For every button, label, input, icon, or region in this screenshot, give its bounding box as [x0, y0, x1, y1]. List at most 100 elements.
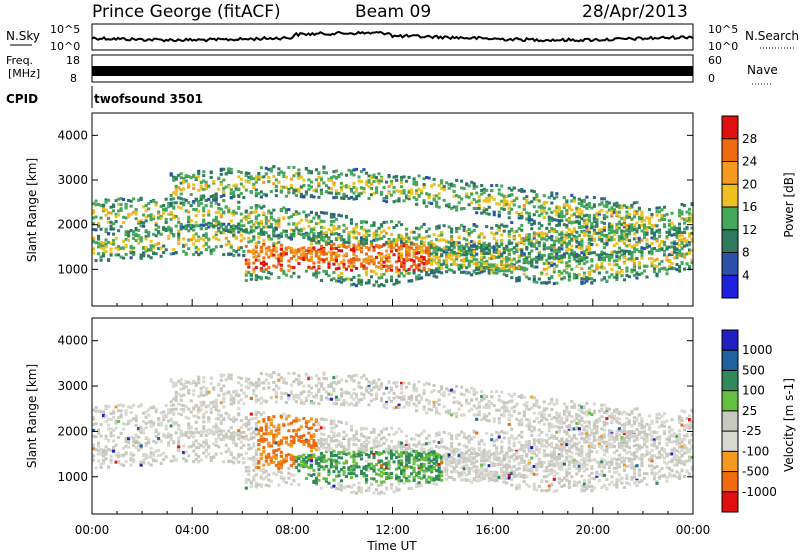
velocity-cell — [235, 442, 238, 445]
velocity-cell — [125, 460, 128, 463]
power-cell — [525, 195, 528, 198]
velocity-cell — [237, 394, 240, 397]
power-cell — [215, 245, 218, 248]
power-cell — [272, 175, 275, 178]
power-cell — [177, 233, 180, 236]
power-cell — [222, 168, 225, 171]
velocity-cell — [262, 411, 265, 414]
power-cell — [187, 210, 190, 213]
power-cell — [538, 199, 541, 202]
power-cell — [192, 187, 195, 190]
power-cell — [255, 266, 258, 269]
power-cell — [235, 212, 238, 215]
power-cell — [207, 238, 210, 241]
power-cell — [658, 235, 661, 238]
power-cell — [340, 214, 343, 217]
velocity-cell — [262, 464, 265, 467]
velocity-cell — [95, 435, 98, 438]
power-cell — [380, 180, 383, 183]
power-cell — [418, 174, 421, 177]
power-cell — [182, 237, 185, 240]
velocity-cell — [277, 373, 280, 376]
power-cell — [255, 246, 258, 249]
power-cell — [340, 188, 343, 191]
power-cell — [202, 238, 205, 241]
power-cell — [240, 219, 243, 222]
power-cell — [468, 184, 471, 187]
velocity-cell — [97, 459, 100, 462]
power-cell — [185, 243, 188, 246]
power-cell — [340, 272, 343, 275]
power-cell — [483, 236, 486, 239]
power-cell — [122, 257, 125, 260]
power-cell — [282, 172, 285, 175]
power-cell — [428, 193, 431, 196]
power-cell — [100, 259, 103, 262]
power-cell — [513, 187, 516, 190]
velocity-cell — [125, 409, 128, 412]
power-cell — [145, 219, 148, 222]
power-cell — [285, 211, 288, 214]
power-cell — [355, 267, 358, 270]
power-cell — [568, 272, 571, 275]
power-cell — [135, 208, 138, 211]
velocity-cell — [252, 436, 255, 439]
power-cell — [568, 256, 571, 259]
power-cell — [245, 274, 248, 277]
power-cell — [360, 247, 363, 250]
power-cell — [230, 246, 233, 249]
power-cell — [200, 251, 203, 254]
power-cell — [425, 205, 428, 208]
power-cell — [495, 239, 498, 242]
power-cell — [335, 259, 338, 262]
power-cell — [415, 198, 418, 201]
power-cell — [550, 191, 553, 194]
velocity-cell — [172, 455, 175, 458]
power-cell — [495, 232, 498, 235]
power-cell — [267, 266, 270, 269]
velocity-cell — [95, 422, 98, 425]
power-cell — [515, 244, 518, 247]
velocity-cell — [202, 427, 205, 430]
power-cell — [423, 201, 426, 204]
power-cell — [215, 193, 218, 196]
power-cell — [625, 266, 628, 269]
power-cell — [445, 259, 448, 262]
power-cell — [610, 213, 613, 216]
power-cell — [95, 228, 98, 231]
velocity-cell — [250, 427, 253, 430]
cpid-label: CPID — [6, 92, 38, 106]
power-cell — [688, 252, 691, 255]
power-cell — [287, 191, 290, 194]
velocity-cell — [187, 392, 190, 395]
power-cell — [408, 254, 411, 257]
power-cell — [605, 242, 608, 245]
power-cell — [275, 266, 278, 269]
velocity-cell — [157, 449, 160, 452]
power-cell — [390, 220, 393, 223]
power-cell — [610, 273, 613, 276]
power-cell — [352, 276, 355, 279]
power-cell — [533, 213, 536, 216]
power-cell — [252, 271, 255, 274]
power-cell — [280, 191, 283, 194]
power-cell — [107, 258, 110, 261]
power-cell — [625, 269, 628, 272]
velocity-cell — [272, 415, 275, 418]
velocity-cell — [292, 372, 295, 375]
velocity-cell — [255, 417, 258, 420]
power-cell — [600, 238, 603, 241]
power-cell — [470, 201, 473, 204]
power-cell — [272, 165, 275, 168]
velocity-cell — [257, 432, 260, 435]
power-cell — [400, 178, 403, 181]
velocity-cell — [212, 456, 215, 459]
power-cell — [322, 248, 325, 251]
power-cell — [648, 208, 651, 211]
power-cell — [385, 200, 388, 203]
power-cell — [470, 273, 473, 276]
power-cell — [307, 225, 310, 228]
power-cell — [603, 229, 606, 232]
velocity-cell — [215, 403, 218, 406]
power-cell — [260, 196, 263, 199]
